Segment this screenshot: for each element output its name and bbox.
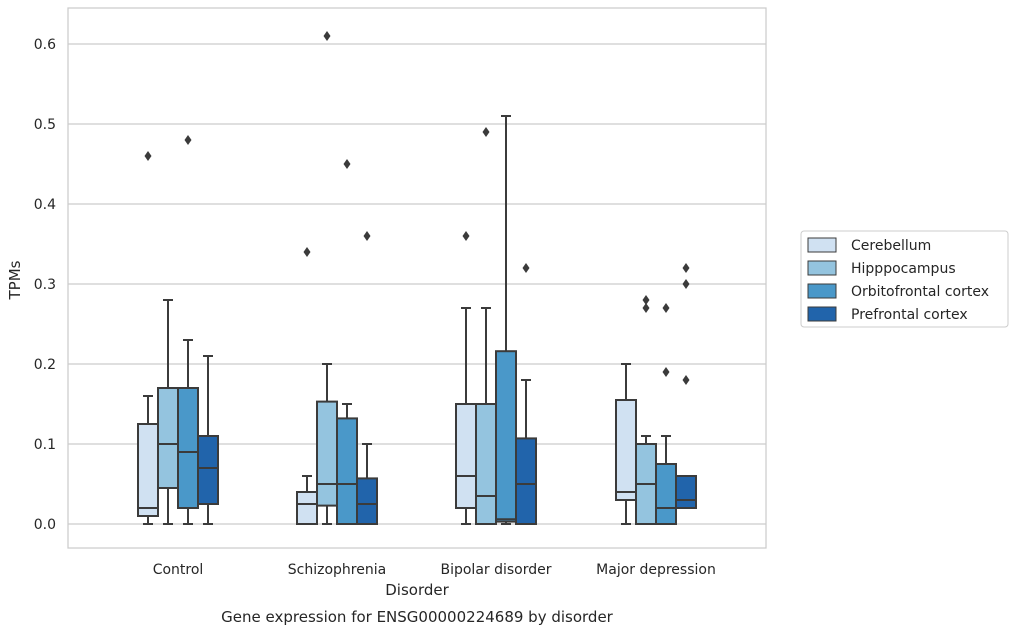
box (356, 477, 378, 525)
y-tick-label: 0.2 (34, 357, 56, 373)
box (336, 417, 358, 525)
outlier-point (642, 295, 650, 305)
legend-label: Hipppocampus (851, 261, 956, 277)
legend-label: Cerebellum (851, 238, 931, 254)
x-tick-label: Schizophrenia (288, 562, 386, 578)
outlier-point (522, 263, 530, 273)
legend-swatch (807, 283, 837, 299)
y-axis-title: TPMs (6, 260, 24, 300)
box (177, 387, 199, 509)
y-tick-label: 0.1 (34, 437, 56, 453)
legend: Cerebellum Hipppocampus Orbitofrontal cort… (800, 230, 1009, 328)
y-tick-label: 0.0 (34, 517, 56, 533)
legend-label: Orbitofrontal cortex (851, 284, 989, 300)
box (455, 403, 477, 509)
series-cerebellum (137, 151, 637, 525)
plot-frame (67, 7, 767, 549)
legend-items: Cerebellum Hipppocampus Orbitofrontal cort… (807, 237, 989, 323)
x-axis-title: Disorder (385, 581, 449, 599)
legend-swatch (807, 237, 837, 253)
box-series (137, 31, 697, 525)
outlier-point (144, 151, 152, 161)
box (515, 437, 537, 525)
outlier-point (184, 135, 192, 145)
x-tick-label: Control (153, 562, 204, 578)
outlier-point (662, 367, 670, 377)
outlier-point (462, 231, 470, 241)
series-hipppocampus (157, 31, 657, 525)
box (675, 475, 697, 509)
box (137, 423, 159, 517)
box (655, 463, 677, 525)
y-tick-label: 0.3 (34, 277, 56, 293)
y-tick-label: 0.5 (34, 117, 56, 133)
outlier-point (343, 159, 351, 169)
outlier-point (682, 263, 690, 273)
x-tick-label: Major depression (596, 562, 716, 578)
box (615, 399, 637, 501)
y-tick-labels: 0.0 0.1 0.2 0.3 0.4 0.5 0.6 (34, 37, 56, 533)
legend-swatch (807, 260, 837, 276)
outlier-point (682, 279, 690, 289)
outlier-point (363, 231, 371, 241)
outlier-point (482, 127, 490, 137)
outlier-point (642, 303, 650, 313)
box (157, 387, 179, 489)
series-prefrontal-cortex (197, 231, 697, 525)
x-tick-labels: Control Schizophrenia Bipolar disorder Majo… (153, 562, 716, 578)
y-tick-label: 0.6 (34, 37, 56, 53)
outlier-point (323, 31, 331, 41)
figure-caption: Gene expression for ENSG00000224689 by d… (221, 608, 614, 626)
box (197, 435, 219, 505)
legend-label: Prefrontal cortex (851, 307, 968, 323)
box (296, 491, 318, 525)
outlier-point (662, 303, 670, 313)
box (475, 403, 497, 525)
outlier-point (682, 375, 690, 385)
outlier-point (303, 247, 311, 257)
legend-frame (800, 230, 1009, 328)
box (495, 350, 517, 523)
box (316, 400, 338, 507)
x-tick-label: Bipolar disorder (440, 562, 551, 578)
y-tick-label: 0.4 (34, 197, 56, 213)
legend-swatch (807, 306, 837, 322)
series-orbitofrontal-cortex (177, 115, 677, 525)
